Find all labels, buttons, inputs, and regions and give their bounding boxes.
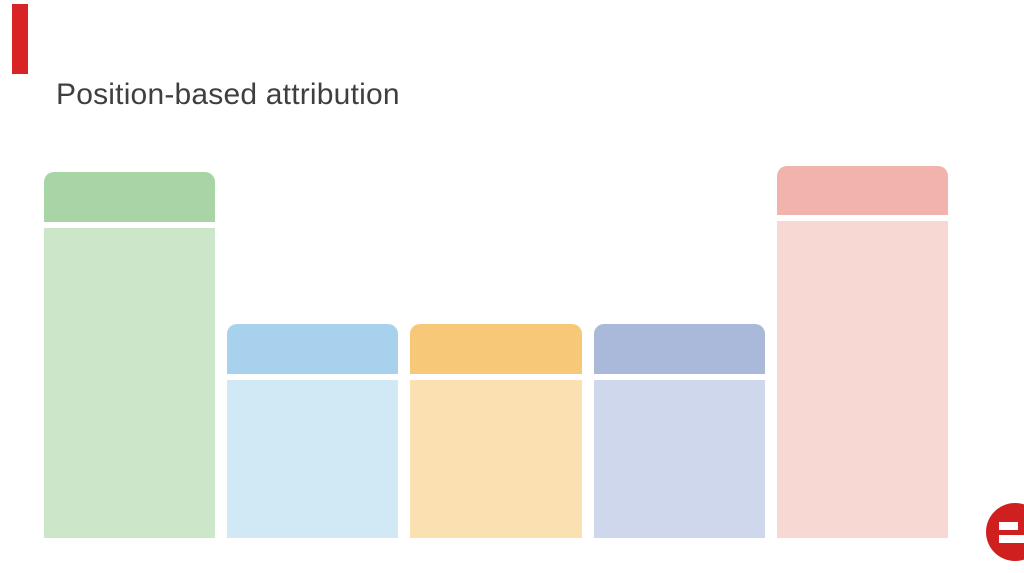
logo-bar-top [999,522,1018,530]
accent-bar [12,4,28,74]
bar-mid-2 [410,166,581,538]
bar-body [777,221,948,538]
logo-bar-bottom [999,535,1024,543]
slide: Position-based attribution [0,0,1024,573]
bar-mid-3 [594,166,765,538]
bar-cap [410,324,581,374]
bar-mid-1 [227,166,398,538]
bar-cap [777,166,948,215]
bar-cap [227,324,398,374]
slide-title: Position-based attribution [56,78,400,112]
bar-first [44,166,215,538]
bar-cap [44,172,215,222]
bar-body [44,228,215,538]
logo-circle-icon [986,503,1024,561]
bar-body [227,380,398,538]
bar-body [410,380,581,538]
bar-body [594,380,765,538]
attribution-bar-chart [44,166,948,538]
bar-cap [594,324,765,374]
brand-logo [986,503,1024,561]
bar-last [777,166,948,538]
